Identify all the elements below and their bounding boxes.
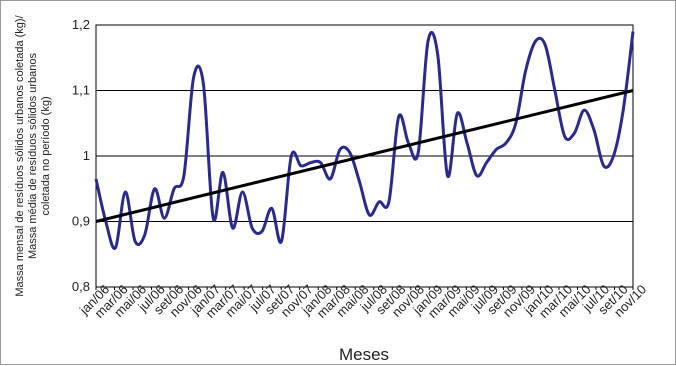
x-axis-label: Meses [339, 345, 389, 364]
y-axis-label-line: Massa mensal de resíduos sólidos urbanos… [14, 14, 26, 296]
y-tick-label: 1 [83, 148, 90, 163]
y-tick-label: 0,9 [72, 214, 90, 229]
y-tick-label: 1,2 [72, 17, 90, 32]
series-layer [94, 30, 635, 250]
y-axis-label-line: Massa média de resíduos sólidos urbanos [27, 52, 39, 259]
y-tick-label: 1,1 [72, 83, 90, 98]
x-axis-ticks: jan/06mar/06mai/06jul/06set/06nov/06jan/… [76, 282, 649, 321]
y-axis-ticks: 0,8 0,9 1 1,1 1,2 [72, 17, 90, 294]
y-axis-label-line: coletada no período (kg) [40, 96, 52, 215]
y-tick-label: 0,8 [72, 279, 90, 294]
data-series-line [94, 30, 635, 250]
trend-line [95, 89, 634, 223]
plot-area [95, 24, 634, 288]
y-axis-label: Massa mensal de resíduos sólidos urbanos… [14, 14, 52, 296]
